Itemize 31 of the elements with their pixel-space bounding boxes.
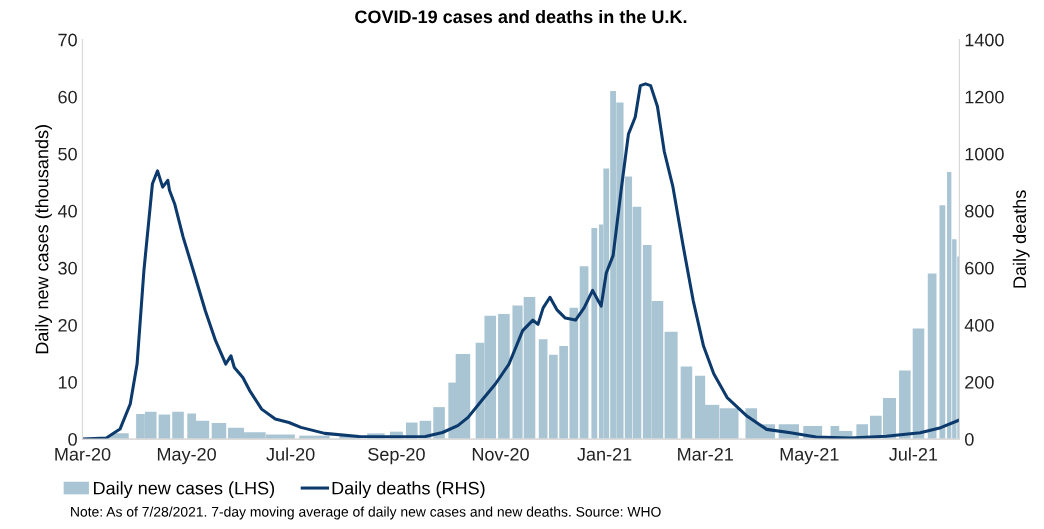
y-tick-label: 0 — [68, 433, 77, 446]
y-tick-label: 50 — [58, 147, 77, 161]
x-tick-label: Jan-21 — [577, 447, 632, 461]
x-tick-label: Mar-21 — [678, 447, 733, 461]
x-tick-label: Sep-20 — [368, 447, 425, 465]
y2-axis-title: Daily deaths — [1012, 190, 1030, 288]
x-tick-label: Jul-21 — [889, 447, 938, 461]
text: Note: As of 7/28/2021. 7-day moving average of daily new cases and new deaths. Source: WHO — [71, 506, 661, 520]
y-tick-label: 40 — [57, 204, 77, 218]
y-tick-label: 60 — [58, 90, 77, 104]
x-tick-label: Mar-20 — [55, 447, 111, 461]
y2-tick-label: 1000 — [965, 147, 1004, 161]
y-axis-title: Daily new cases (thousands) — [35, 125, 52, 354]
x-tick-label: May-20 — [157, 447, 216, 465]
y-tick-label: 70 — [58, 33, 77, 47]
y2-tick-label: 1200 — [965, 90, 1004, 104]
y2-tick-label: 800 — [965, 204, 994, 218]
legend-label: Daily new cases (LHS) — [94, 481, 275, 499]
y2-tick-label: 0 — [965, 433, 974, 446]
legend-label: Daily deaths (RHS) — [332, 481, 485, 499]
y2-tick-label: 600 — [965, 261, 994, 275]
y2-tick-label: 200 — [965, 375, 994, 389]
y-tick-label: 10 — [58, 375, 77, 389]
chart-title: COVID-19 cases and deaths in the U.K. — [355, 9, 687, 24]
x-tick-label: May-21 — [780, 447, 839, 465]
x-tick-label: Jul-20 — [266, 447, 315, 461]
y-tick-label: 20 — [58, 318, 77, 332]
y-tick-label: 30 — [58, 261, 77, 275]
x-tick-label: Nov-20 — [472, 447, 529, 461]
y2-tick-label: 400 — [964, 318, 994, 332]
y2-tick-label: 1400 — [965, 33, 1004, 47]
